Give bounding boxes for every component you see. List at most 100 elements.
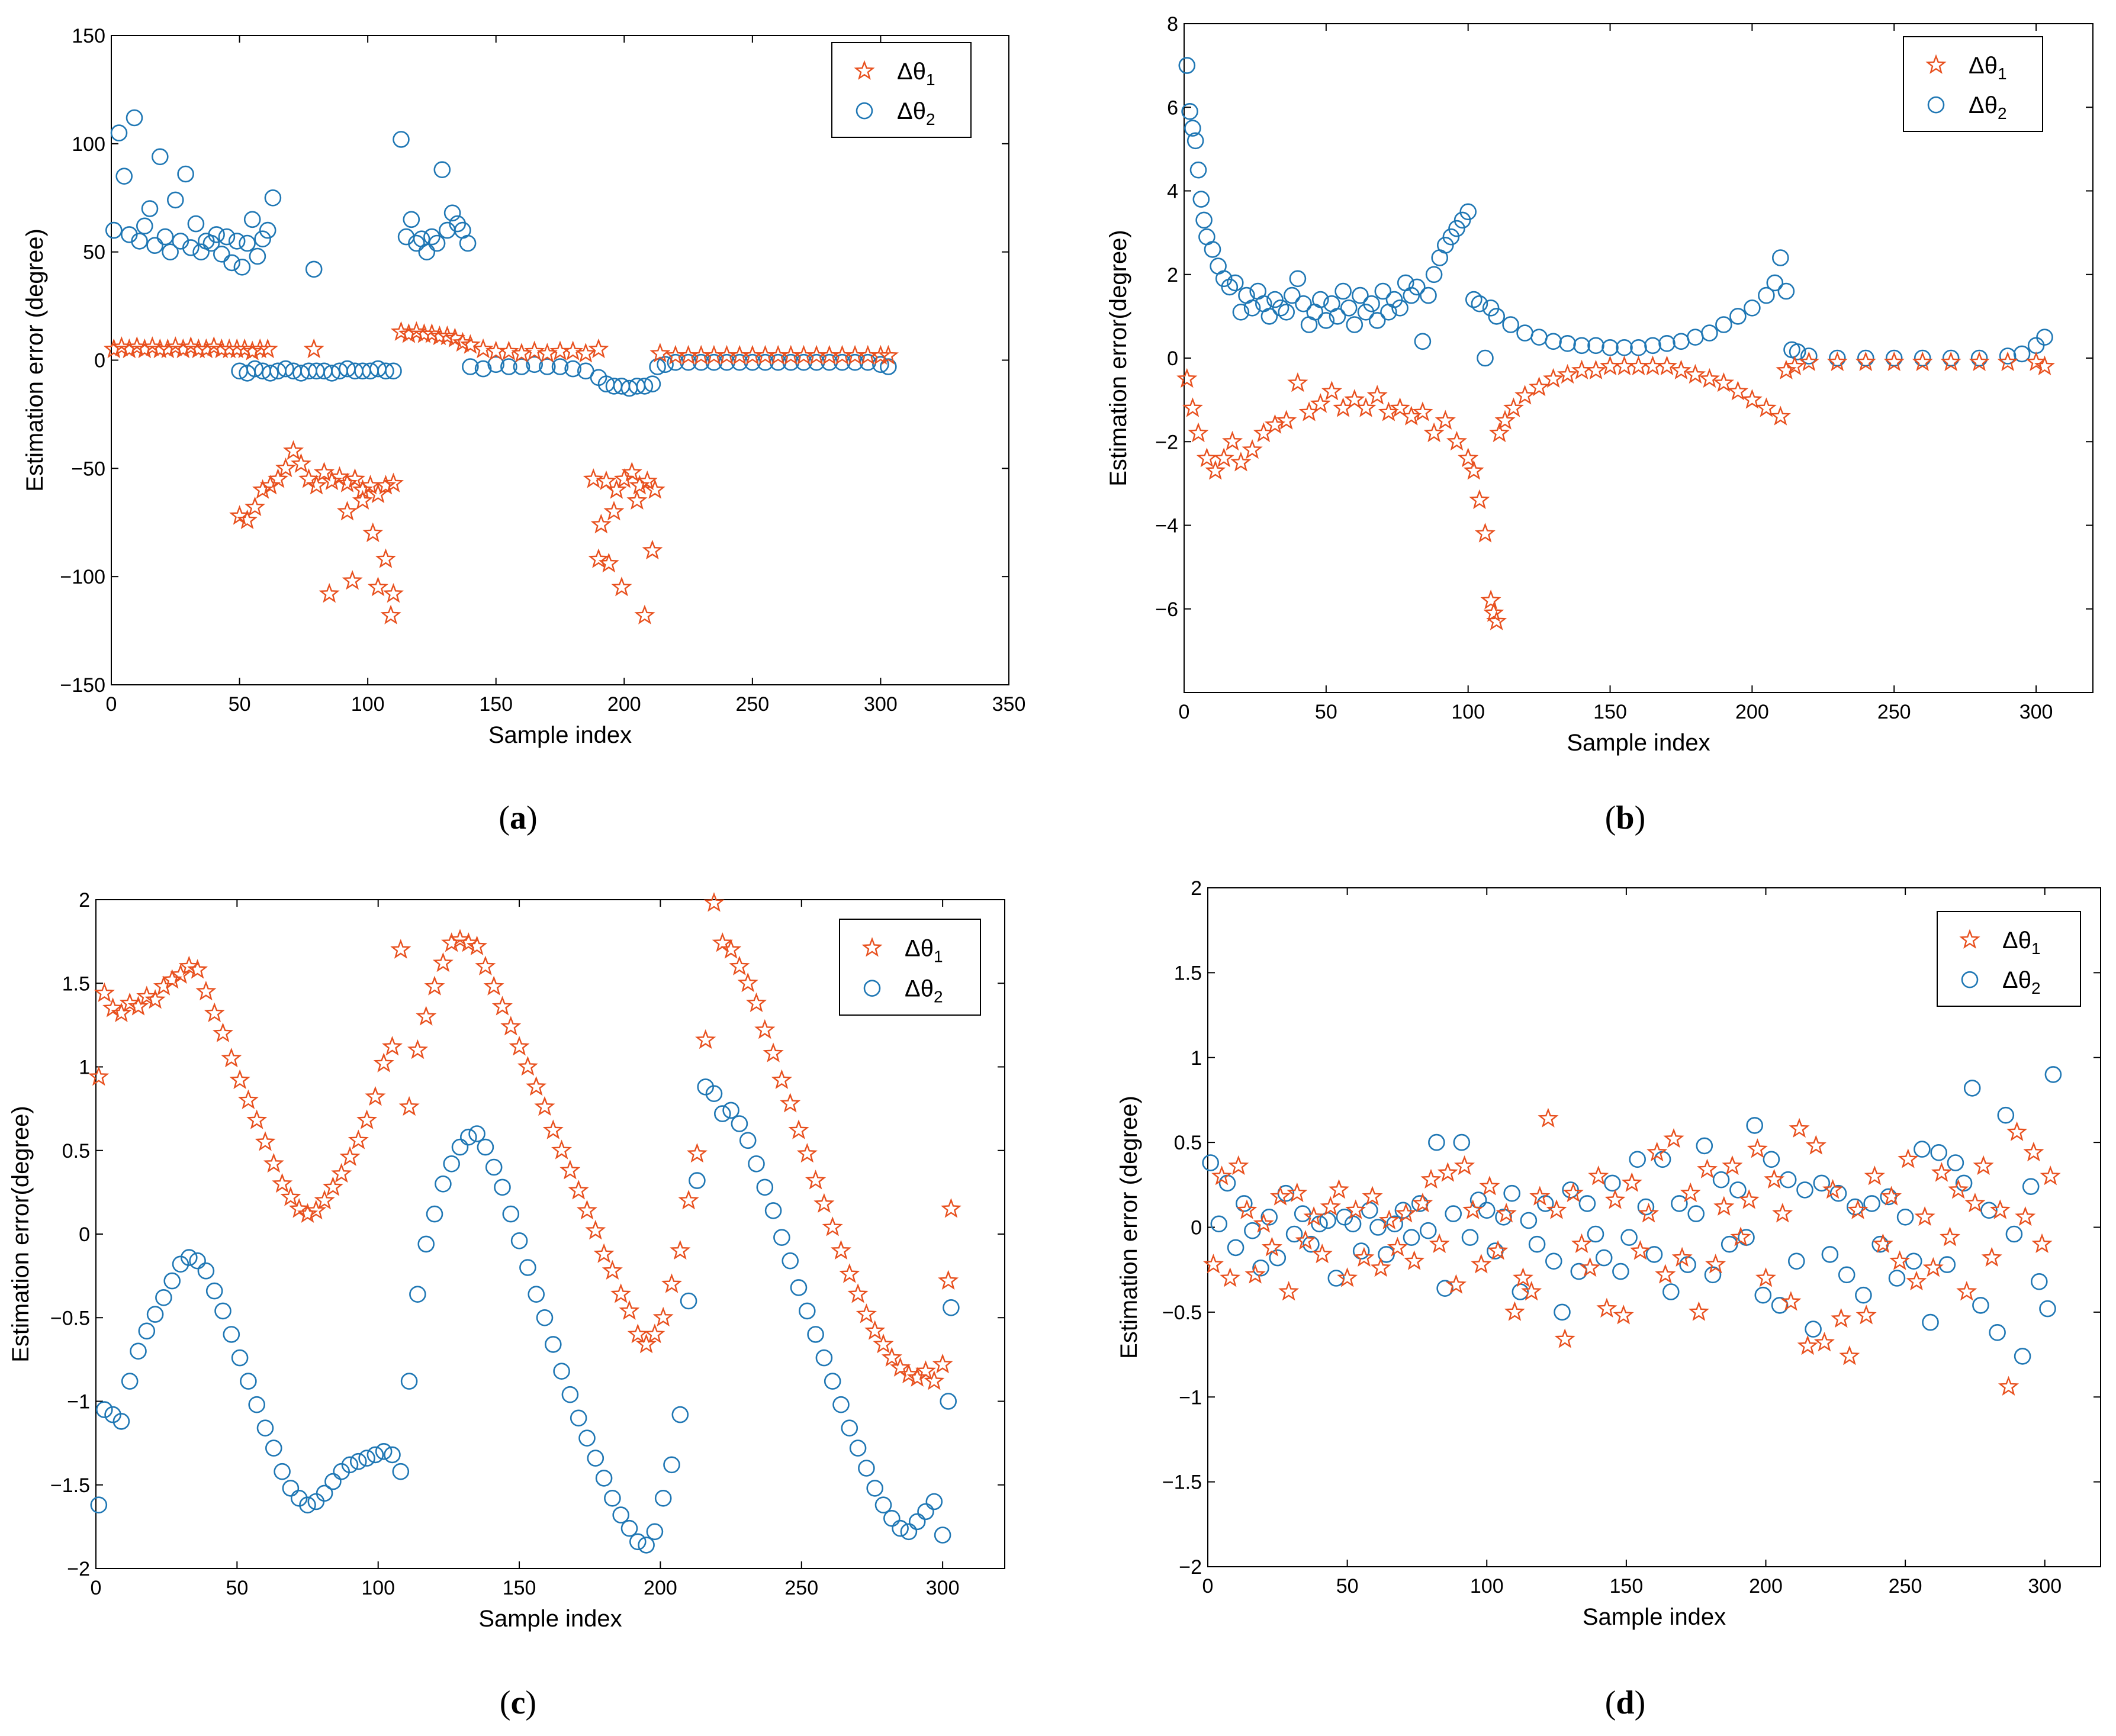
data-point-circle xyxy=(1442,228,1460,246)
data-point-circle xyxy=(799,1302,816,1320)
data-point-circle xyxy=(536,1309,554,1326)
data-point-star xyxy=(636,1333,657,1354)
data-point-circle xyxy=(578,1429,596,1447)
data-point-star xyxy=(590,513,612,534)
data-point-star xyxy=(1613,1305,1634,1325)
data-point-star xyxy=(119,992,140,1013)
y-tick-label: −1 xyxy=(1179,1386,1202,1409)
data-point-circle xyxy=(1459,203,1477,221)
data-point-circle xyxy=(773,1229,790,1246)
data-point-circle xyxy=(408,234,425,252)
data-point-star xyxy=(1989,1199,2011,1219)
data-point-star xyxy=(365,1086,386,1106)
data-point-circle xyxy=(202,234,220,252)
y-tick-label: 2 xyxy=(79,889,90,912)
data-point-star xyxy=(1571,1233,1592,1254)
data-point-circle xyxy=(1272,299,1289,317)
data-point-circle xyxy=(223,1326,240,1343)
data-point-star xyxy=(611,576,632,597)
data-point-star xyxy=(721,939,742,959)
data-point-circle xyxy=(474,360,492,378)
data-point-circle xyxy=(1210,1215,1228,1233)
data-point-circle xyxy=(824,1373,841,1390)
data-point-circle xyxy=(782,1252,799,1270)
y-tick-label: −1.5 xyxy=(1162,1471,1202,1494)
data-point-star xyxy=(1588,1165,1609,1186)
y-tick-label: −6 xyxy=(1155,598,1178,621)
data-point-circle xyxy=(1612,1262,1629,1280)
data-point-circle xyxy=(1766,274,1784,292)
data-point-circle xyxy=(240,1373,257,1390)
data-point-star xyxy=(88,1066,110,1086)
data-point-circle xyxy=(1645,1246,1663,1263)
data-point-star xyxy=(613,468,635,488)
data-point-star xyxy=(1697,1158,1718,1178)
data-point-circle xyxy=(2005,1225,2023,1243)
data-point-star xyxy=(1538,1107,1559,1128)
data-point-star xyxy=(1355,397,1377,417)
data-point-circle xyxy=(1465,291,1483,308)
data-point-star xyxy=(1755,397,1777,417)
legend-box xyxy=(831,42,972,138)
data-point-circle xyxy=(392,1463,410,1480)
data-point-circle xyxy=(1644,337,1661,355)
data-point-star xyxy=(627,1323,648,1344)
data-point-circle xyxy=(570,1409,587,1427)
y-tick-label: 0 xyxy=(79,1223,90,1246)
data-point-star xyxy=(2031,1233,2053,1254)
data-point-star xyxy=(1586,359,1607,380)
data-point-star xyxy=(1303,1206,1324,1226)
data-point-star xyxy=(1213,447,1234,468)
data-point-circle xyxy=(1285,1225,1303,1243)
y-tick-label: 2 xyxy=(1167,264,1178,286)
x-tick-label: 150 xyxy=(1593,701,1627,723)
data-point-circle xyxy=(1980,1202,1998,1219)
data-point-star xyxy=(678,1190,699,1210)
data-point-star xyxy=(1656,355,1677,376)
data-point-star xyxy=(526,1075,547,1096)
data-point-star xyxy=(839,1263,860,1283)
x-tick-label: 300 xyxy=(2019,701,2053,723)
data-point-star xyxy=(162,969,183,989)
data-point-star xyxy=(275,457,297,478)
data-point-circle xyxy=(1554,1303,1571,1321)
data-point-circle xyxy=(1796,1181,1813,1199)
y-tick-label: 1.5 xyxy=(1174,962,1202,984)
data-point-circle xyxy=(282,1480,300,1497)
data-point-star xyxy=(1264,414,1286,434)
data-point-star xyxy=(187,959,208,979)
data-point-circle xyxy=(126,109,143,127)
legend-star-icon xyxy=(854,60,875,80)
data-point-star xyxy=(1741,389,1763,409)
data-point-star xyxy=(1973,1155,1994,1175)
data-point-circle xyxy=(1195,211,1213,229)
data-point-circle xyxy=(428,234,446,252)
data-point-star xyxy=(1521,1281,1542,1301)
data-point-circle xyxy=(1352,1242,1370,1260)
data-point-star xyxy=(1486,610,1507,630)
data-point-circle xyxy=(243,211,261,228)
data-point-circle xyxy=(1999,347,2017,365)
data-point-circle xyxy=(182,239,200,256)
data-point-star xyxy=(136,985,157,1006)
data-point-star xyxy=(1789,1117,1810,1138)
data-point-star xyxy=(144,989,166,1009)
data-point-circle xyxy=(256,1419,274,1437)
data-point-circle xyxy=(1403,286,1420,304)
data-point-circle xyxy=(1453,1133,1471,1151)
data-point-circle xyxy=(1352,286,1369,304)
y-tick-label: 150 xyxy=(72,25,105,47)
data-point-star xyxy=(1420,1168,1442,1189)
legend-star-icon xyxy=(1959,929,1980,949)
data-point-circle xyxy=(115,168,133,185)
data-point-star xyxy=(459,334,481,354)
data-point-star xyxy=(467,935,488,955)
data-point-circle xyxy=(1712,1171,1730,1189)
data-point-star xyxy=(1514,385,1536,405)
data-point-circle xyxy=(259,221,276,239)
data-point-star xyxy=(915,1360,937,1380)
y-tick-label: 8 xyxy=(1167,13,1178,36)
data-point-circle xyxy=(2022,1178,2040,1195)
data-point-circle xyxy=(663,1456,680,1474)
